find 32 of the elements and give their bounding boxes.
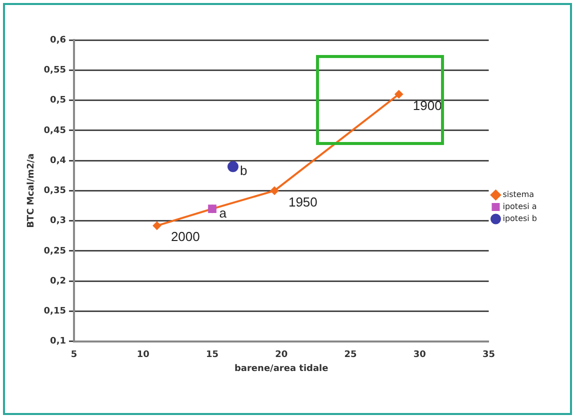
y-tick-label: 0,35 xyxy=(44,186,66,196)
point xyxy=(227,161,238,172)
legend-label: ipotesi a xyxy=(502,202,537,212)
annotation: 1950 xyxy=(288,194,318,210)
point xyxy=(152,222,161,230)
point xyxy=(270,186,278,195)
y-tick-label: 0,4 xyxy=(50,156,66,166)
x-tick-label: 35 xyxy=(482,350,495,360)
annotation: 1900 xyxy=(412,98,442,113)
x-tick-label: 15 xyxy=(206,350,219,360)
y-tick-label: 0,2 xyxy=(50,276,66,286)
x-tick-label: 20 xyxy=(275,350,288,360)
y-tick-label: 0,25 xyxy=(44,246,66,256)
y-tick-label: 0,3 xyxy=(50,216,66,226)
y-tick-label: 0,5 xyxy=(50,96,66,106)
y-tick-label: 0,45 xyxy=(44,126,66,136)
x-tick-label: 25 xyxy=(344,350,357,360)
y-tick-label: 0,55 xyxy=(44,65,66,76)
annotation: b xyxy=(240,163,248,178)
annotation: a xyxy=(219,205,228,220)
y-tick-label: 0,15 xyxy=(44,306,66,317)
x-tick-label: 10 xyxy=(136,350,150,360)
x-tick-label: 30 xyxy=(413,350,426,360)
y-tick-label: 0,1 xyxy=(50,336,66,347)
x-tick-label: 5 xyxy=(70,350,78,360)
x-axis-title: barene/area tidale xyxy=(234,364,328,374)
y-tick-label: 0,6 xyxy=(50,35,66,46)
legend-label: ipotesi b xyxy=(502,214,537,224)
annotation: 2000 xyxy=(170,229,200,244)
y-axis-title: BTC Mcal/m2/a xyxy=(26,153,37,228)
point xyxy=(394,90,403,98)
legend-label: sistema xyxy=(502,190,534,200)
